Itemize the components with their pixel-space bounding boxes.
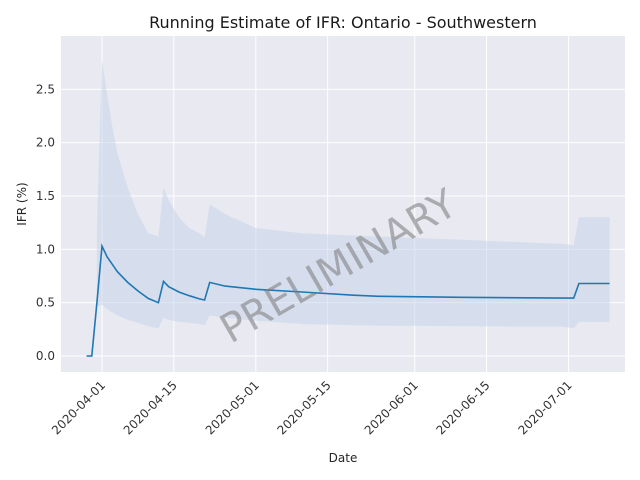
y-tick-labels: 0.0 0.5 1.0 1.5 2.0 2.5 xyxy=(36,82,55,363)
confidence-band xyxy=(96,59,610,329)
y-axis-label: IFR (%) xyxy=(15,182,29,225)
x-tick-label: 2020-06-15 xyxy=(433,378,492,437)
x-tick-label: 2020-06-01 xyxy=(362,378,421,437)
y-tick-label: 2.0 xyxy=(36,136,55,150)
x-axis-label: Date xyxy=(329,451,358,465)
x-tick-label: 2020-07-01 xyxy=(516,378,575,437)
y-tick-label: 0.5 xyxy=(36,296,55,310)
y-tick-label: 1.5 xyxy=(36,189,55,203)
x-tick-labels: 2020-04-01 2020-04-15 2020-05-01 2020-05-15… xyxy=(49,378,575,437)
x-tick-label: 2020-04-15 xyxy=(121,378,180,437)
x-tick-label: 2020-05-01 xyxy=(203,378,262,437)
chart-title: Running Estimate of IFR: Ontario - South… xyxy=(149,13,537,32)
ifr-series-line xyxy=(86,243,610,357)
y-tick-label: 1.0 xyxy=(36,242,55,256)
x-tick-label: 2020-05-15 xyxy=(275,378,334,437)
y-tick-label: 2.5 xyxy=(36,82,55,96)
y-tick-label: 0.0 xyxy=(36,349,55,363)
x-tick-label: 2020-04-01 xyxy=(49,378,108,437)
